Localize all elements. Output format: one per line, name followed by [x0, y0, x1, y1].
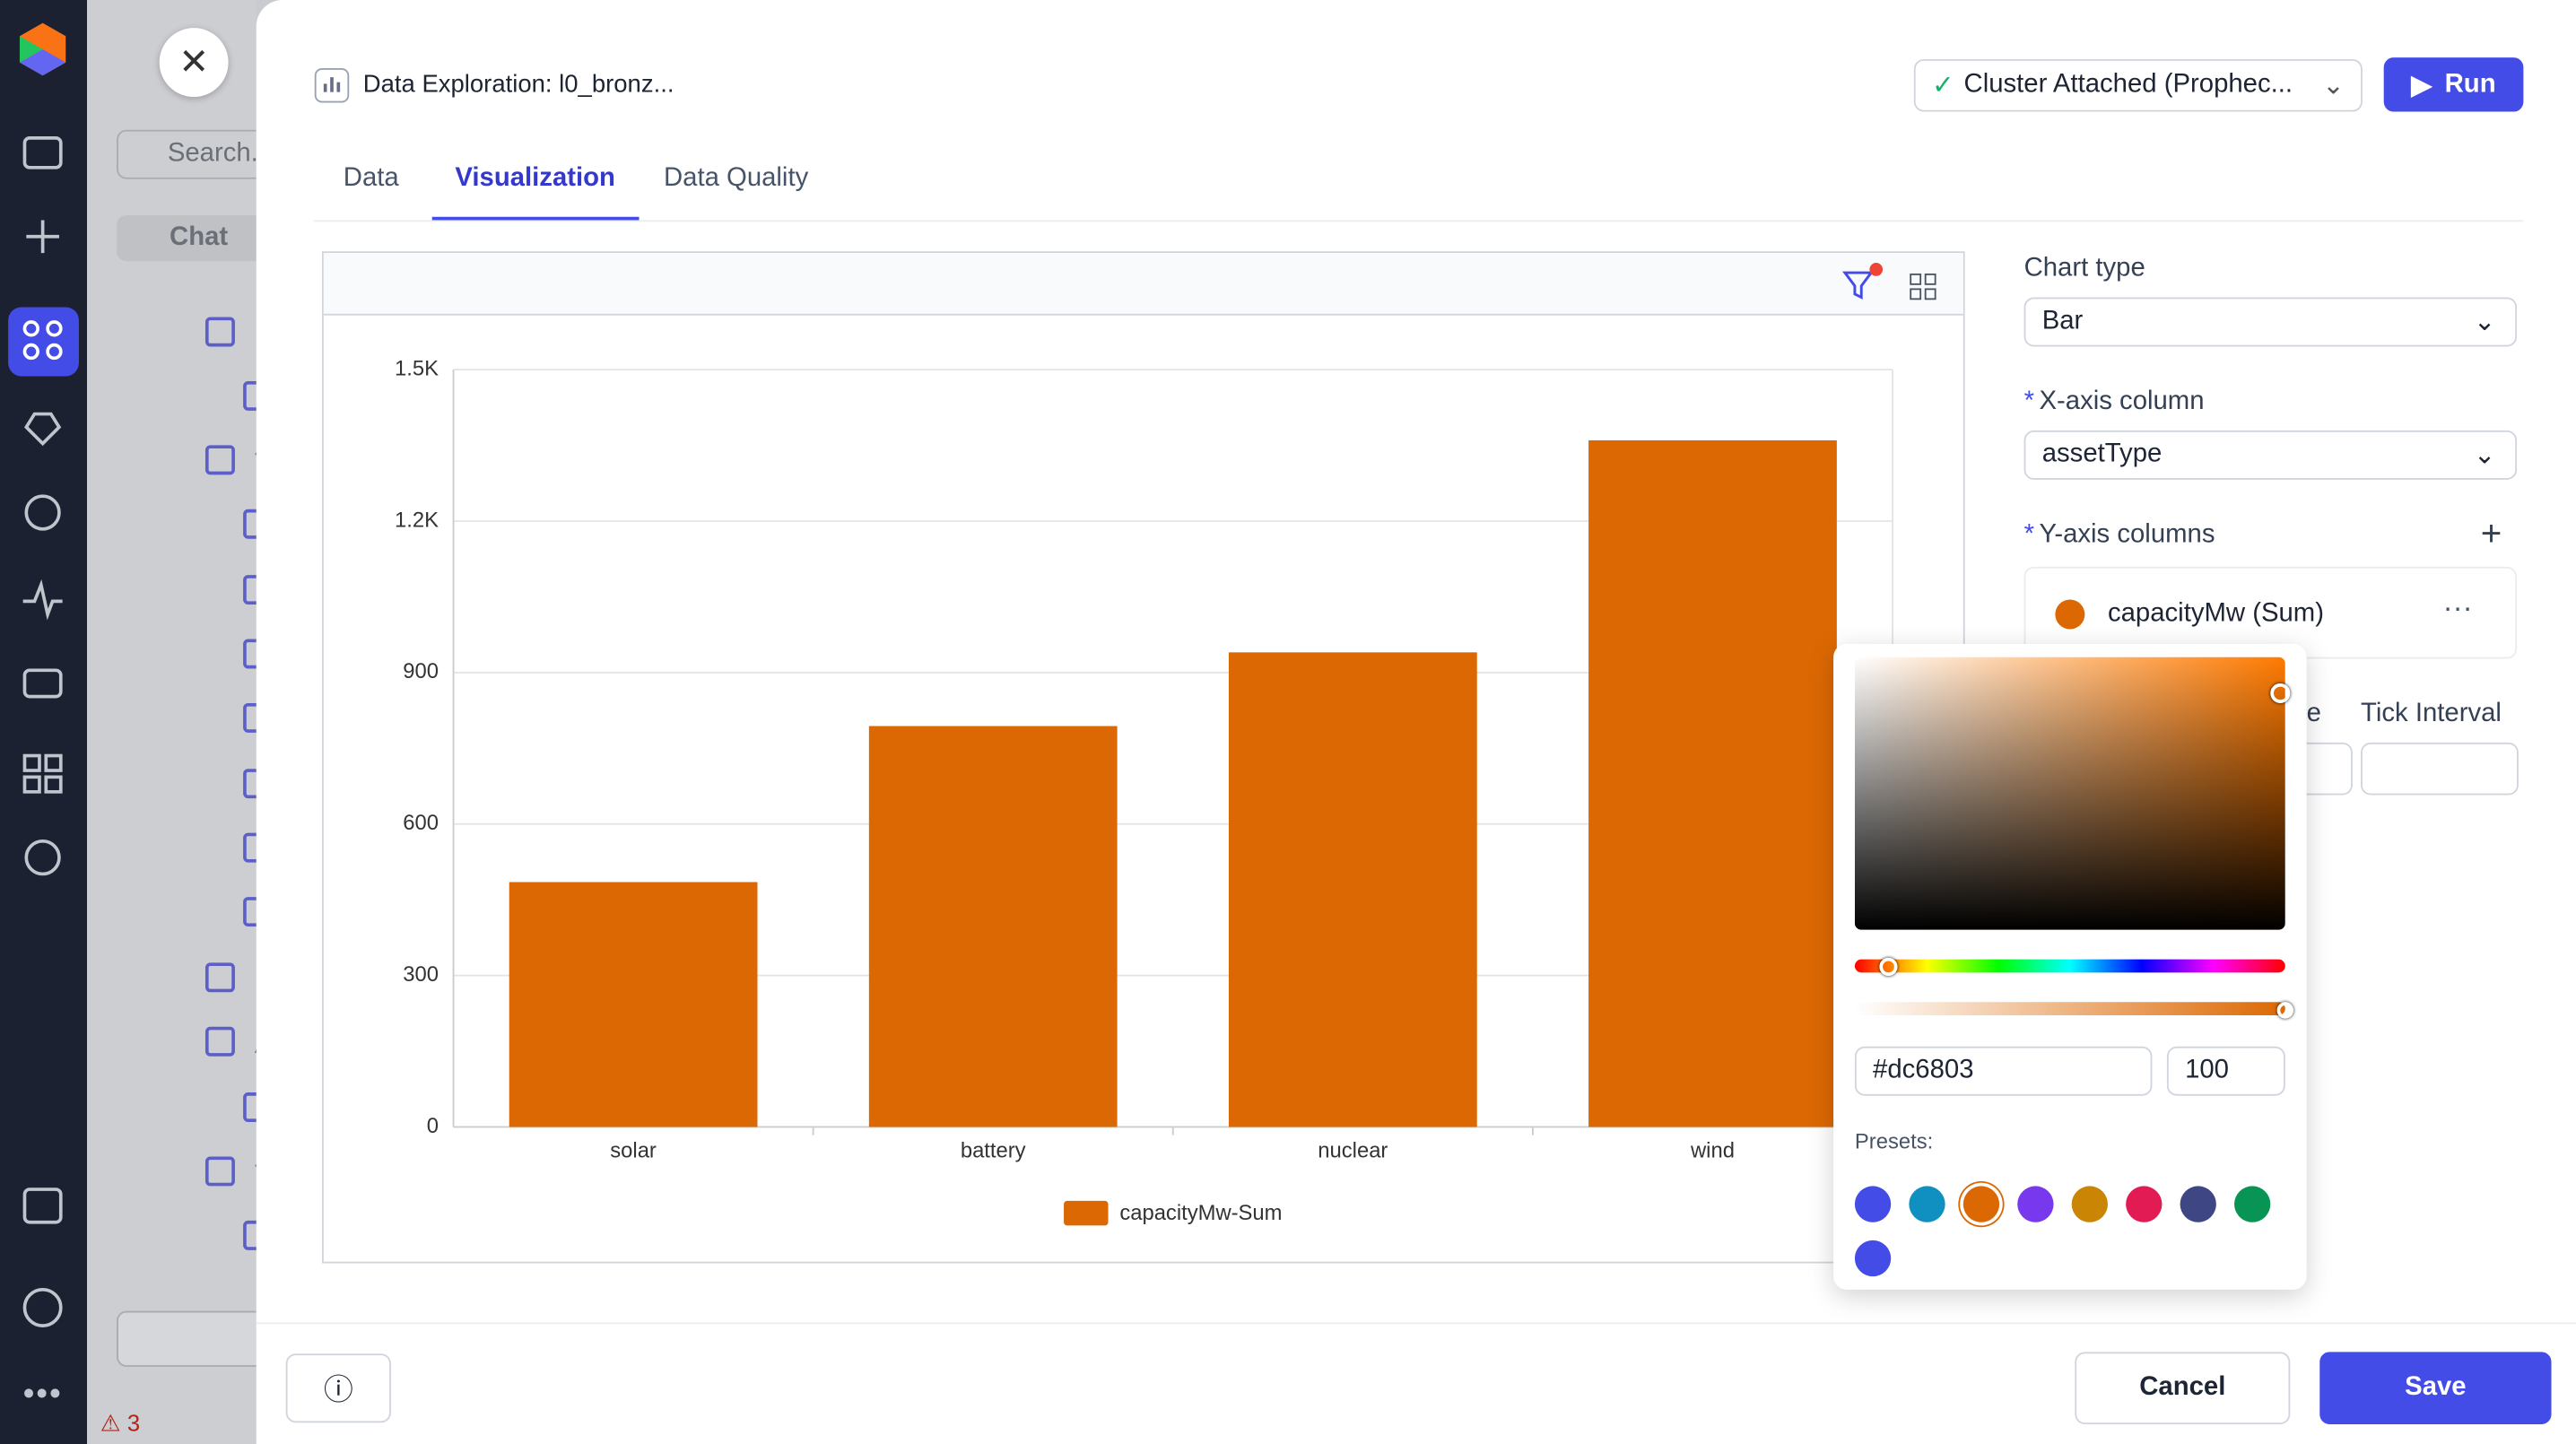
y-column-menu[interactable]: ··· — [2442, 591, 2473, 625]
preset-swatch[interactable] — [2180, 1186, 2216, 1222]
y-tick-label: 1.5K — [395, 356, 439, 380]
y-tick-label: 600 — [403, 811, 439, 835]
close-button[interactable]: ✕ — [159, 28, 229, 98]
logo — [19, 22, 66, 76]
y-column-name: capacityMw (Sum) — [2107, 599, 2324, 628]
tab[interactable]: Visualization — [455, 164, 615, 193]
y-tick-label: 300 — [403, 962, 439, 987]
save-button[interactable]: Save — [2319, 1352, 2552, 1425]
alpha-handle[interactable] — [2276, 1002, 2293, 1019]
preset-swatch[interactable] — [1854, 1240, 1892, 1277]
bar — [1588, 439, 1837, 1127]
info-button[interactable]: ⓘ — [285, 1353, 391, 1423]
nav-active[interactable] — [8, 307, 79, 377]
alpha-slider[interactable] — [1854, 1002, 2285, 1015]
chart-icon — [314, 68, 350, 103]
x-tick-label: wind — [1690, 1138, 1735, 1162]
chart-type-select[interactable]: Bar ⌄ — [2023, 297, 2518, 347]
saturation-handle[interactable] — [2270, 683, 2291, 703]
tab-underline — [431, 216, 640, 221]
tab[interactable]: Data Quality — [663, 164, 809, 193]
error-number: 3 — [126, 1409, 141, 1436]
run-text: Run — [2444, 69, 2496, 98]
tree-icon — [205, 962, 235, 993]
saturation-area[interactable] — [1854, 657, 2285, 930]
tree-icon — [205, 445, 235, 475]
cluster-select[interactable]: ✓ Cluster Attached (Prophec... ⌄ — [1913, 58, 2363, 112]
tree-icon — [205, 317, 235, 347]
y-tick-label: 900 — [403, 659, 439, 683]
y-tick-label: 0 — [427, 1114, 439, 1138]
toolbar-icons[interactable] — [1839, 263, 1937, 306]
sidebar: Search... Chat PipelTabllllllllFuncAppst… — [87, 0, 320, 1444]
footer-divider — [256, 1322, 2576, 1325]
x-axis-select[interactable]: assetType ⌄ — [2023, 430, 2518, 480]
add-y-column[interactable]: + — [2480, 512, 2502, 554]
y-axis-text: Y-axis columns — [2039, 520, 2215, 549]
page-title: Data Exploration: l0_bronz... — [362, 70, 674, 99]
legend-swatch — [1064, 1200, 1109, 1226]
y-tick-label: 1.2K — [395, 508, 439, 532]
preset-swatch[interactable] — [2071, 1186, 2108, 1222]
x-tick-label: battery — [961, 1138, 1026, 1162]
tick-interval-input[interactable] — [2361, 742, 2519, 796]
presets-label: Presets: — [1854, 1128, 1934, 1153]
cluster-text: Cluster Attached (Prophec... — [1963, 70, 2293, 99]
nav-icons — [22, 136, 63, 1327]
y-axis-label: Y-axis columns — [2024, 521, 2215, 551]
preset-swatch[interactable] — [1962, 1186, 2000, 1222]
bar — [1228, 652, 1477, 1127]
bar — [509, 882, 758, 1127]
chat-tab[interactable]: Chat — [117, 214, 282, 262]
preset-swatch[interactable] — [2017, 1186, 2054, 1222]
legend-label: capacityMw-Sum — [1119, 1201, 1282, 1225]
preset-swatch[interactable] — [2234, 1186, 2271, 1222]
tab-divider — [313, 220, 2524, 222]
chart-type-label: Chart type — [2023, 254, 2145, 283]
chart-toolbar — [323, 253, 1963, 316]
x-axis-text: X-axis column — [2039, 387, 2205, 416]
modal: Data Exploration: l0_bronz... ✓ Cluster A… — [256, 0, 2576, 1444]
opacity-value: 100 — [2185, 1056, 2229, 1084]
color-picker: #dc6803 100 Presets: — [1833, 643, 2307, 1290]
hex-input[interactable]: #dc6803 — [1854, 1046, 2153, 1096]
hue-slider[interactable] — [1854, 959, 2285, 973]
preset-swatch[interactable] — [2126, 1186, 2163, 1222]
search-text: Search... — [167, 139, 274, 168]
more[interactable]: ••• — [22, 1376, 63, 1414]
tick-interval-label: Tick Interval — [2361, 700, 2502, 728]
tab[interactable]: Data — [343, 164, 399, 193]
tree-icon — [205, 1026, 235, 1057]
cancel-button[interactable]: Cancel — [2075, 1352, 2291, 1425]
opacity-input[interactable]: 100 — [2166, 1046, 2285, 1096]
chart: 0 300 600 900 1.2K 1.5K solar battery nuclear win… — [395, 356, 1893, 1226]
error-count[interactable]: ⚠ 3 — [100, 1409, 141, 1436]
search-box[interactable]: Search... — [117, 129, 284, 179]
x-axis-label: X-axis column — [2024, 387, 2205, 417]
bar — [868, 726, 1118, 1127]
preset-swatch[interactable] — [1909, 1186, 1945, 1222]
run-button[interactable]: ▶ Run — [2383, 57, 2524, 112]
hex-value: #dc6803 — [1873, 1056, 1974, 1084]
x-tick-label: nuclear — [1318, 1138, 1388, 1162]
x-axis-value: assetType — [2041, 439, 2163, 469]
nav-rail: ••• — [0, 0, 88, 1444]
y-column-color[interactable] — [2055, 599, 2085, 630]
tree-icon — [205, 1156, 235, 1187]
range-label: e — [2306, 700, 2321, 728]
x-tick-label: solar — [610, 1138, 657, 1162]
preset-swatch[interactable] — [1854, 1186, 1892, 1222]
hue-handle[interactable] — [1879, 957, 1898, 976]
chart-type-value: Bar — [2041, 307, 2084, 335]
